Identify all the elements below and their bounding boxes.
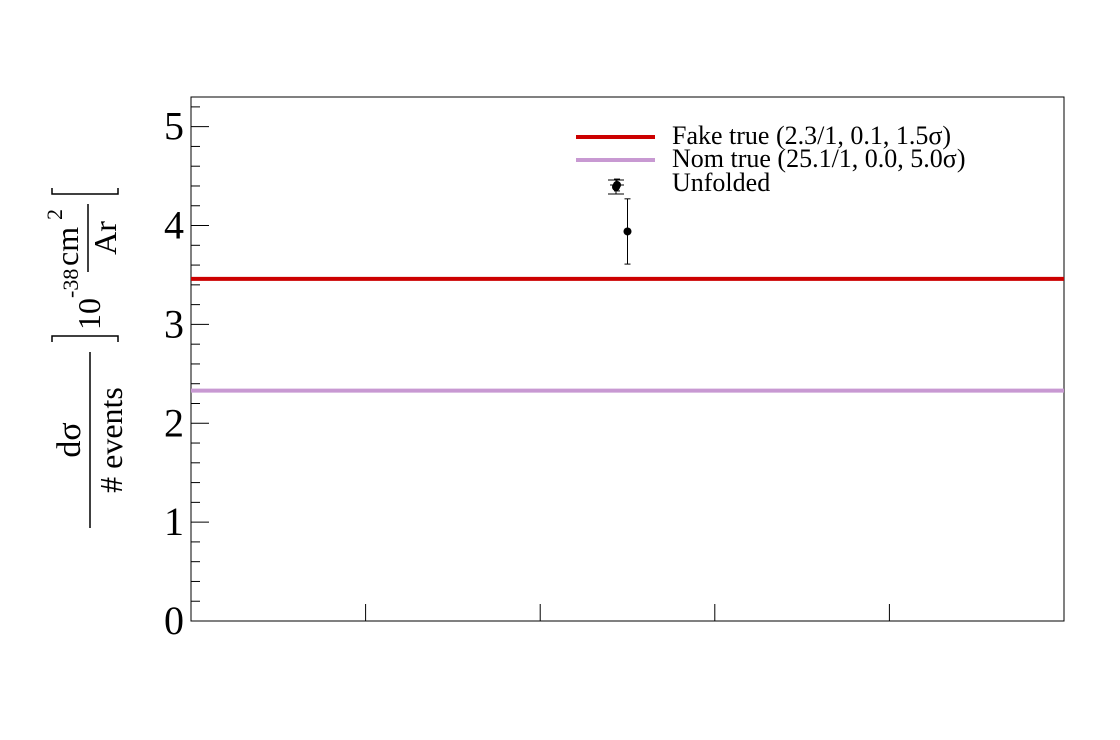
x-axis-ticks bbox=[365, 604, 890, 621]
y-tick-label: 2 bbox=[164, 400, 184, 445]
y-tick-label: 4 bbox=[164, 203, 184, 248]
y-label-numerator: dσ bbox=[51, 422, 88, 457]
legend-marker-unfolded bbox=[608, 179, 624, 195]
series-layer bbox=[191, 178, 1064, 393]
y-label-unit-numerator: cm bbox=[49, 227, 85, 266]
y-axis-ticks: 0 1 2 3 4 5 bbox=[164, 104, 209, 643]
y-tick-label: 5 bbox=[164, 104, 184, 149]
unfolded-point bbox=[623, 227, 632, 236]
y-label-unit-prefix: 10 bbox=[71, 298, 107, 330]
legend-label-unfolded: Unfolded bbox=[672, 168, 770, 197]
y-label-left-bracket bbox=[51, 335, 119, 342]
y-axis-label: dσ # events 10 -38 cm 2 Ar bbox=[42, 188, 129, 528]
legend-label-fake-true: Fake true (2.3/1, 0.1, 1.5σ) bbox=[672, 121, 951, 150]
legend-label-nom-true: Nom true (25.1/1, 0.0, 5.0σ) bbox=[672, 144, 965, 173]
y-tick-label: 3 bbox=[164, 301, 184, 346]
y-label-unit-denominator: Ar bbox=[87, 221, 123, 255]
plot-frame bbox=[190, 96, 1065, 622]
y-label-unit-numerator-exponent: 2 bbox=[42, 209, 67, 220]
y-label-denominator: # events bbox=[93, 387, 129, 493]
y-tick-label: 0 bbox=[164, 598, 184, 643]
y-label-unit-exponent: -38 bbox=[58, 269, 83, 298]
legend: Fake true (2.3/1, 0.1, 1.5σ) Nom true (2… bbox=[576, 121, 965, 197]
y-tick-label: 1 bbox=[164, 499, 184, 544]
y-label-right-bracket bbox=[51, 188, 119, 195]
